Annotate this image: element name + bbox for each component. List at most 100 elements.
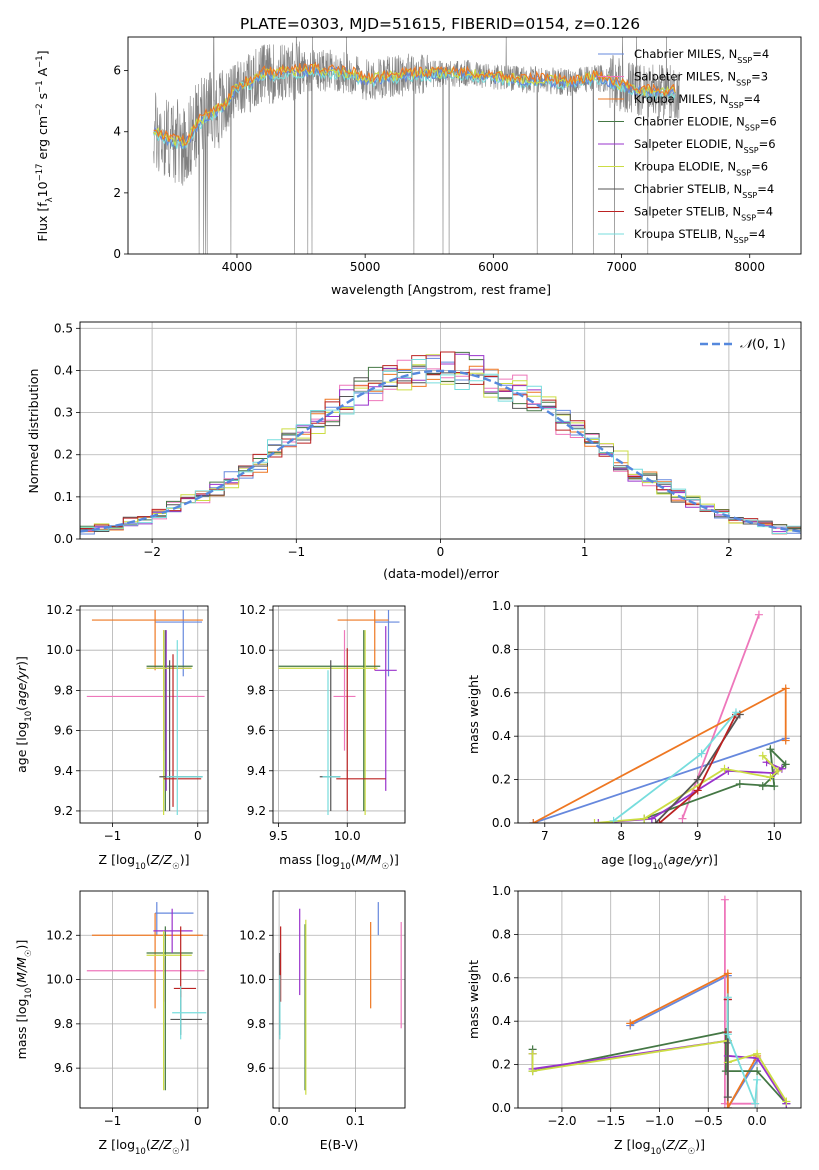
weight-line-chabrier_elodie [643,746,787,820]
y-tick-label: 0.4 [54,363,73,377]
label-part: 10 [135,1147,146,1157]
weight-marker-kroupa_elodie [766,773,775,782]
weight_vs_Z-plot-area [528,895,791,1108]
y-tick-label: 10.0 [239,973,266,987]
legend-text: Salpeter STELIB, N [634,205,741,219]
x-axis-label: Z [log10(Z/Z☉)] [99,1137,190,1157]
weight-line-kroupa_elodie [594,755,780,823]
mass_vs_Z-plot-area [86,902,207,1091]
weight-marker-kroupa_miles [723,969,732,978]
x-tick-label: 2 [725,545,733,559]
legend-text: Salpeter ELODIE, N [634,137,744,151]
label-part: age [log [14,722,29,773]
weight_vs_age-plot-area [529,610,790,823]
age_vs_Z-plot-area [86,610,205,815]
x-axis-label: wavelength [Angstrom, rest frame] [331,282,551,297]
legend-label: Salpeter ELODIE, NSSP=6 [634,137,776,155]
y-axis-label: age [log10(age/yr)] [14,656,34,773]
residuals-frame [79,321,802,540]
label-part: ( [14,983,29,988]
weight-marker-chabrier_stelib [693,775,702,784]
legend-n: =4 [752,47,769,61]
y-tick-label: 10.2 [46,928,73,942]
x-tick-label: 0 [194,829,202,843]
figure-title: PLATE=0303, MJD=51615, FIBERID=0154, z=0… [240,15,640,33]
x-tick-label: 7 [541,829,549,843]
weight-line-chabrier_miles [533,737,786,823]
label-part: ( [146,852,151,867]
label-part: ☉ [688,1147,696,1157]
x-tick-label: 0.0 [748,1114,767,1128]
legend-label: Kroupa MILES, NSSP=4 [634,92,760,110]
y-tick-label: 0.2 [492,773,511,787]
legend-sub: SSP [737,56,752,65]
y-tick-label: 0.0 [492,816,511,830]
legend-label: Salpeter STELIB, NSSP=4 [634,205,773,223]
x-tick-label: 8000 [734,260,765,274]
legend-n: =6 [751,160,768,174]
y-tick-label: 10.0 [46,973,73,987]
legend-sub: SSP [745,123,760,132]
mass_vs_EBV-frame [272,890,406,1109]
label-part: )] [180,852,190,867]
model-spectrum-line [153,61,676,146]
x-tick-label: 6000 [478,260,509,274]
legend-label: Chabrier STELIB, NSSP=4 [634,182,774,200]
y-tick-label: 9.6 [247,724,266,738]
y-tick-label: 0.3 [54,406,73,420]
label-part: )] [180,1137,190,1152]
legend-text: Kroupa ELODIE, N [634,160,736,174]
x-tick-label: 10.0 [334,829,361,843]
weight-marker-kroupa_elodie [774,766,783,775]
legend-label: Chabrier MILES, NSSP=4 [634,47,769,65]
legend-n: =4 [744,92,761,106]
x-tick-label: −1 [287,545,305,559]
y-tick-label: 10.2 [239,928,266,942]
label-part: Z [log [99,1137,135,1152]
weight-marker-salpeter_stelib [655,819,664,823]
weight-marker-kroupa_elodie [590,819,599,823]
weight-marker-chabrier_elodie [766,745,775,754]
label-part: −2 [35,103,45,116]
legend-sub: SSP [729,101,744,110]
weight-marker-kroupa_stelib [751,1099,760,1108]
label-part: 10 [652,862,663,872]
legend-n: =4 [757,182,774,196]
weight-marker-kroupa_elodie [528,1067,537,1076]
x-tick-label: 10 [767,829,782,843]
label-part: Flux [f [35,202,50,242]
label-part: age/yr [668,852,709,867]
spectrum-panel: 4000 5000 6000 7000 8000 0 2 4 6 Chabrier MILES, … [35,37,777,297]
x-tick-label: −2 [143,545,161,559]
label-part: )] [389,852,399,867]
weight-marker-kroupa_miles [626,1019,635,1028]
y-axis-label: Flux [fλ10−17 erg cm−2 s−1 A−1] [35,50,55,241]
x-tick-label: −1.5 [596,1114,625,1128]
label-part: ( [661,1137,666,1152]
weight-marker-chabrier_elodie [753,1067,762,1076]
weight-marker-kroupa_elodie [758,751,767,760]
x-tick-label: 7000 [606,260,637,274]
weight-marker-salpeter_miles [678,814,687,823]
weight-marker-kroupa_stelib [697,749,706,758]
x-axis-label: Z [log10(Z/Z☉)] [614,1137,705,1157]
x-axis-label: (data-model)/error [383,566,500,581]
gaussian-reference-line [80,369,801,533]
y-tick-label: 6 [113,64,121,78]
legend-text: Kroupa STELIB, N [634,227,734,241]
x-tick-label: −2.0 [547,1114,576,1128]
label-part: ☉ [172,1147,180,1157]
legend-sub: SSP [741,213,756,222]
y-tick-label: 9.6 [54,1061,73,1075]
weight-line-kroupa_miles [532,687,787,823]
label-part: −1 [35,55,45,68]
legend-sub: SSP [742,191,757,200]
label-part: Z [log [99,852,135,867]
weight-marker-kroupa_miles [781,736,790,745]
y-tick-label: 9.8 [54,683,73,697]
weight-marker-chabrier_elodie [758,782,767,791]
legend-text: Kroupa MILES, N [634,92,729,106]
weight-marker-kroupa_elodie [640,814,649,823]
age_vs_mass-plot-area [278,610,400,815]
